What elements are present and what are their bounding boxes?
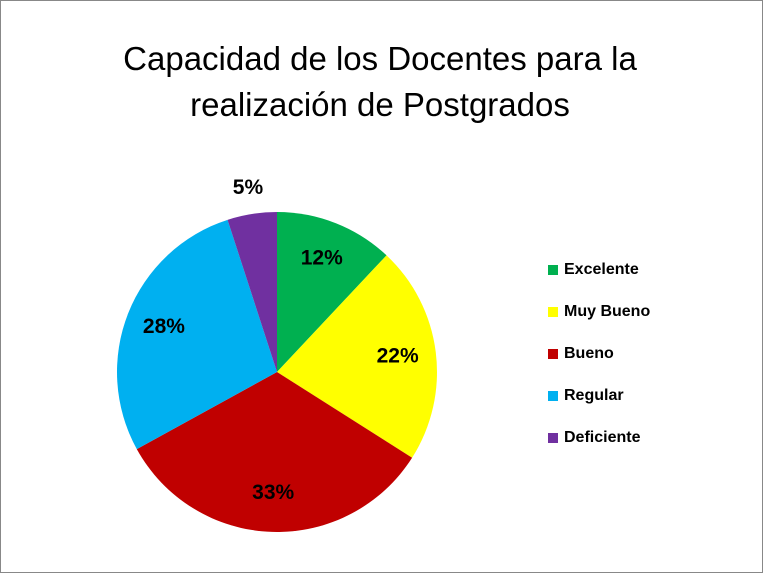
legend-label: Regular [564, 387, 624, 404]
pie-slice [136, 372, 413, 533]
legend-swatch [548, 433, 558, 443]
legend-label: Deficiente [564, 429, 641, 446]
value-label: 5% [233, 176, 264, 199]
legend-swatch [548, 265, 558, 275]
legend-label: Muy Bueno [564, 303, 650, 320]
pie-slice [116, 219, 277, 450]
legend-label: Bueno [564, 345, 614, 362]
legend-swatch [548, 307, 558, 317]
pie-slice [277, 255, 437, 458]
chart-title: Capacidad de los Docentes para la realiz… [123, 40, 637, 123]
pie-slice [227, 212, 277, 372]
value-label: 12% [301, 246, 343, 269]
value-label: 33% [252, 481, 294, 504]
legend-swatch [548, 349, 558, 359]
pie-slice [277, 212, 387, 372]
value-label: 22% [377, 344, 419, 367]
legend-label: Excelente [564, 261, 639, 278]
value-label: 28% [143, 315, 185, 338]
legend-swatch [548, 391, 558, 401]
